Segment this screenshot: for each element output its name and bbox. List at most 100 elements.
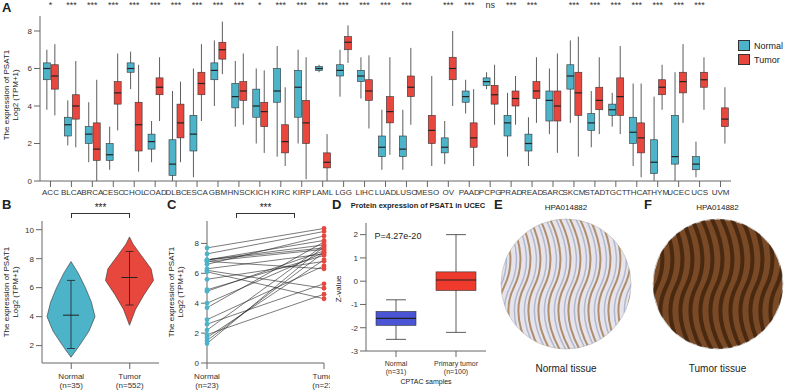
svg-text:ACC: ACC [42,188,59,195]
svg-text:8: 8 [30,255,35,264]
svg-text:CHOL: CHOL [123,188,146,195]
svg-text:SKCM: SKCM [562,188,585,195]
svg-text:MESO: MESO [416,188,440,195]
svg-text:***: *** [401,0,412,10]
svg-text:***: *** [464,0,475,10]
svg-text:***: *** [66,0,77,10]
svg-text:6: 6 [30,283,35,292]
svg-text:***: *** [359,0,370,10]
html-text:The expression of PSAT1: The expression of PSAT1 [1,49,11,141]
svg-text:0: 0 [195,359,200,368]
svg-text:1: 1 [354,254,359,263]
svg-text:***: *** [171,0,182,10]
svg-text:Tumor(n=23): Tumor(n=23) [312,372,330,390]
svg-text:***: *** [673,0,684,10]
svg-text:KICH: KICH [250,188,269,195]
svg-text:-3: -3 [351,347,359,356]
svg-text:-2: -2 [351,324,359,333]
svg-text:8: 8 [195,239,200,248]
svg-text:BRCA: BRCA [81,188,104,195]
svg-text:HNSC: HNSC [228,188,251,195]
svg-text:2: 2 [195,329,200,338]
html-text:Normal tissue: Normal tissue [535,363,597,374]
html-text:Normal: Normal [754,40,783,51]
html-text:C: C [167,197,177,212]
svg-text:UVM: UVM [712,188,730,195]
svg-text:***: *** [380,0,391,10]
svg-text:***: *** [234,0,245,10]
svg-text:***: *** [652,0,663,10]
svg-text:*: * [49,0,53,10]
html-text:Tumor: Tumor [754,54,780,65]
svg-text:OV: OV [443,188,455,195]
svg-text:TGCT: TGCT [605,188,627,195]
svg-text:6: 6 [28,64,33,73]
svg-text:Tumor(n=552): Tumor(n=552) [116,372,144,390]
svg-text:DLBC: DLBC [165,188,187,195]
svg-text:PCPG: PCPG [479,188,502,195]
svg-text:LAML: LAML [312,188,333,195]
svg-text:UCEC: UCEC [667,188,690,195]
svg-text:PRAD: PRAD [500,188,522,195]
svg-text:***: *** [338,0,349,10]
svg-text:LUAD: LUAD [375,188,397,195]
svg-text:LGG: LGG [335,188,352,195]
svg-text:COAD: COAD [144,188,167,195]
svg-text:ESCA: ESCA [186,188,208,195]
svg-text:KIRP: KIRP [292,188,311,195]
svg-text:8: 8 [28,27,33,36]
svg-text:***: *** [192,0,203,10]
svg-text:***: *** [632,0,643,10]
svg-text:***: *** [694,0,705,10]
svg-text:THCA: THCA [626,188,648,195]
svg-text:Normal(n=23): Normal(n=23) [194,372,220,390]
svg-text:***: *** [527,0,538,10]
svg-text:***: *** [213,0,224,10]
svg-text:***: *** [296,0,307,10]
svg-text:SARC: SARC [542,188,564,195]
svg-text:PAAD: PAAD [459,188,480,195]
html-text:The expression of PSAT1: The expression of PSAT1 [1,246,11,338]
svg-text:2: 2 [30,341,35,350]
svg-text:6: 6 [195,269,200,278]
svg-text:0: 0 [354,277,359,286]
svg-text:***: *** [129,0,140,10]
svg-text:-1: -1 [351,300,359,309]
svg-text:GBM: GBM [209,188,228,195]
html-text:B: B [2,197,12,212]
html-text:Tumor tissue: Tumor tissue [688,363,747,374]
svg-text:***: *** [569,0,580,10]
svg-text:Primary tumor(n=100): Primary tumor(n=100) [434,360,479,376]
svg-text:4: 4 [195,299,200,308]
svg-text:***: *** [87,0,98,10]
svg-text:2: 2 [354,230,359,239]
svg-text:*: * [258,0,262,10]
svg-text:4: 4 [30,312,35,321]
html-text:The expression of PSAT1: The expression of PSAT1 [166,246,176,338]
html-text:A: A [2,0,12,15]
svg-text:KIRC: KIRC [271,188,290,195]
svg-text:***: *** [317,0,328,10]
svg-text:***: *** [443,0,454,10]
svg-text:***: *** [276,0,287,10]
svg-text:ns: ns [485,0,495,10]
svg-text:LIHC: LIHC [355,188,373,195]
svg-text:CESC: CESC [102,188,124,195]
svg-text:***: *** [150,0,161,10]
svg-text:0: 0 [28,177,33,186]
svg-text:***: *** [108,0,119,10]
svg-text:Normal(n=35): Normal(n=35) [58,372,84,390]
svg-text:***: *** [506,0,517,10]
svg-text:10: 10 [25,226,34,235]
svg-text:READ: READ [521,188,543,195]
svg-text:2: 2 [28,139,33,148]
svg-text:THYM: THYM [646,188,669,195]
svg-text:Normal(n=31): Normal(n=31) [385,360,408,376]
svg-text:***: *** [590,0,601,10]
svg-text:***: *** [611,0,622,10]
svg-text:STAD: STAD [585,188,606,195]
svg-text:LUSC: LUSC [396,188,418,195]
svg-text:4: 4 [28,102,33,111]
svg-text:UCS: UCS [691,188,708,195]
svg-text:BLCA: BLCA [61,188,83,195]
